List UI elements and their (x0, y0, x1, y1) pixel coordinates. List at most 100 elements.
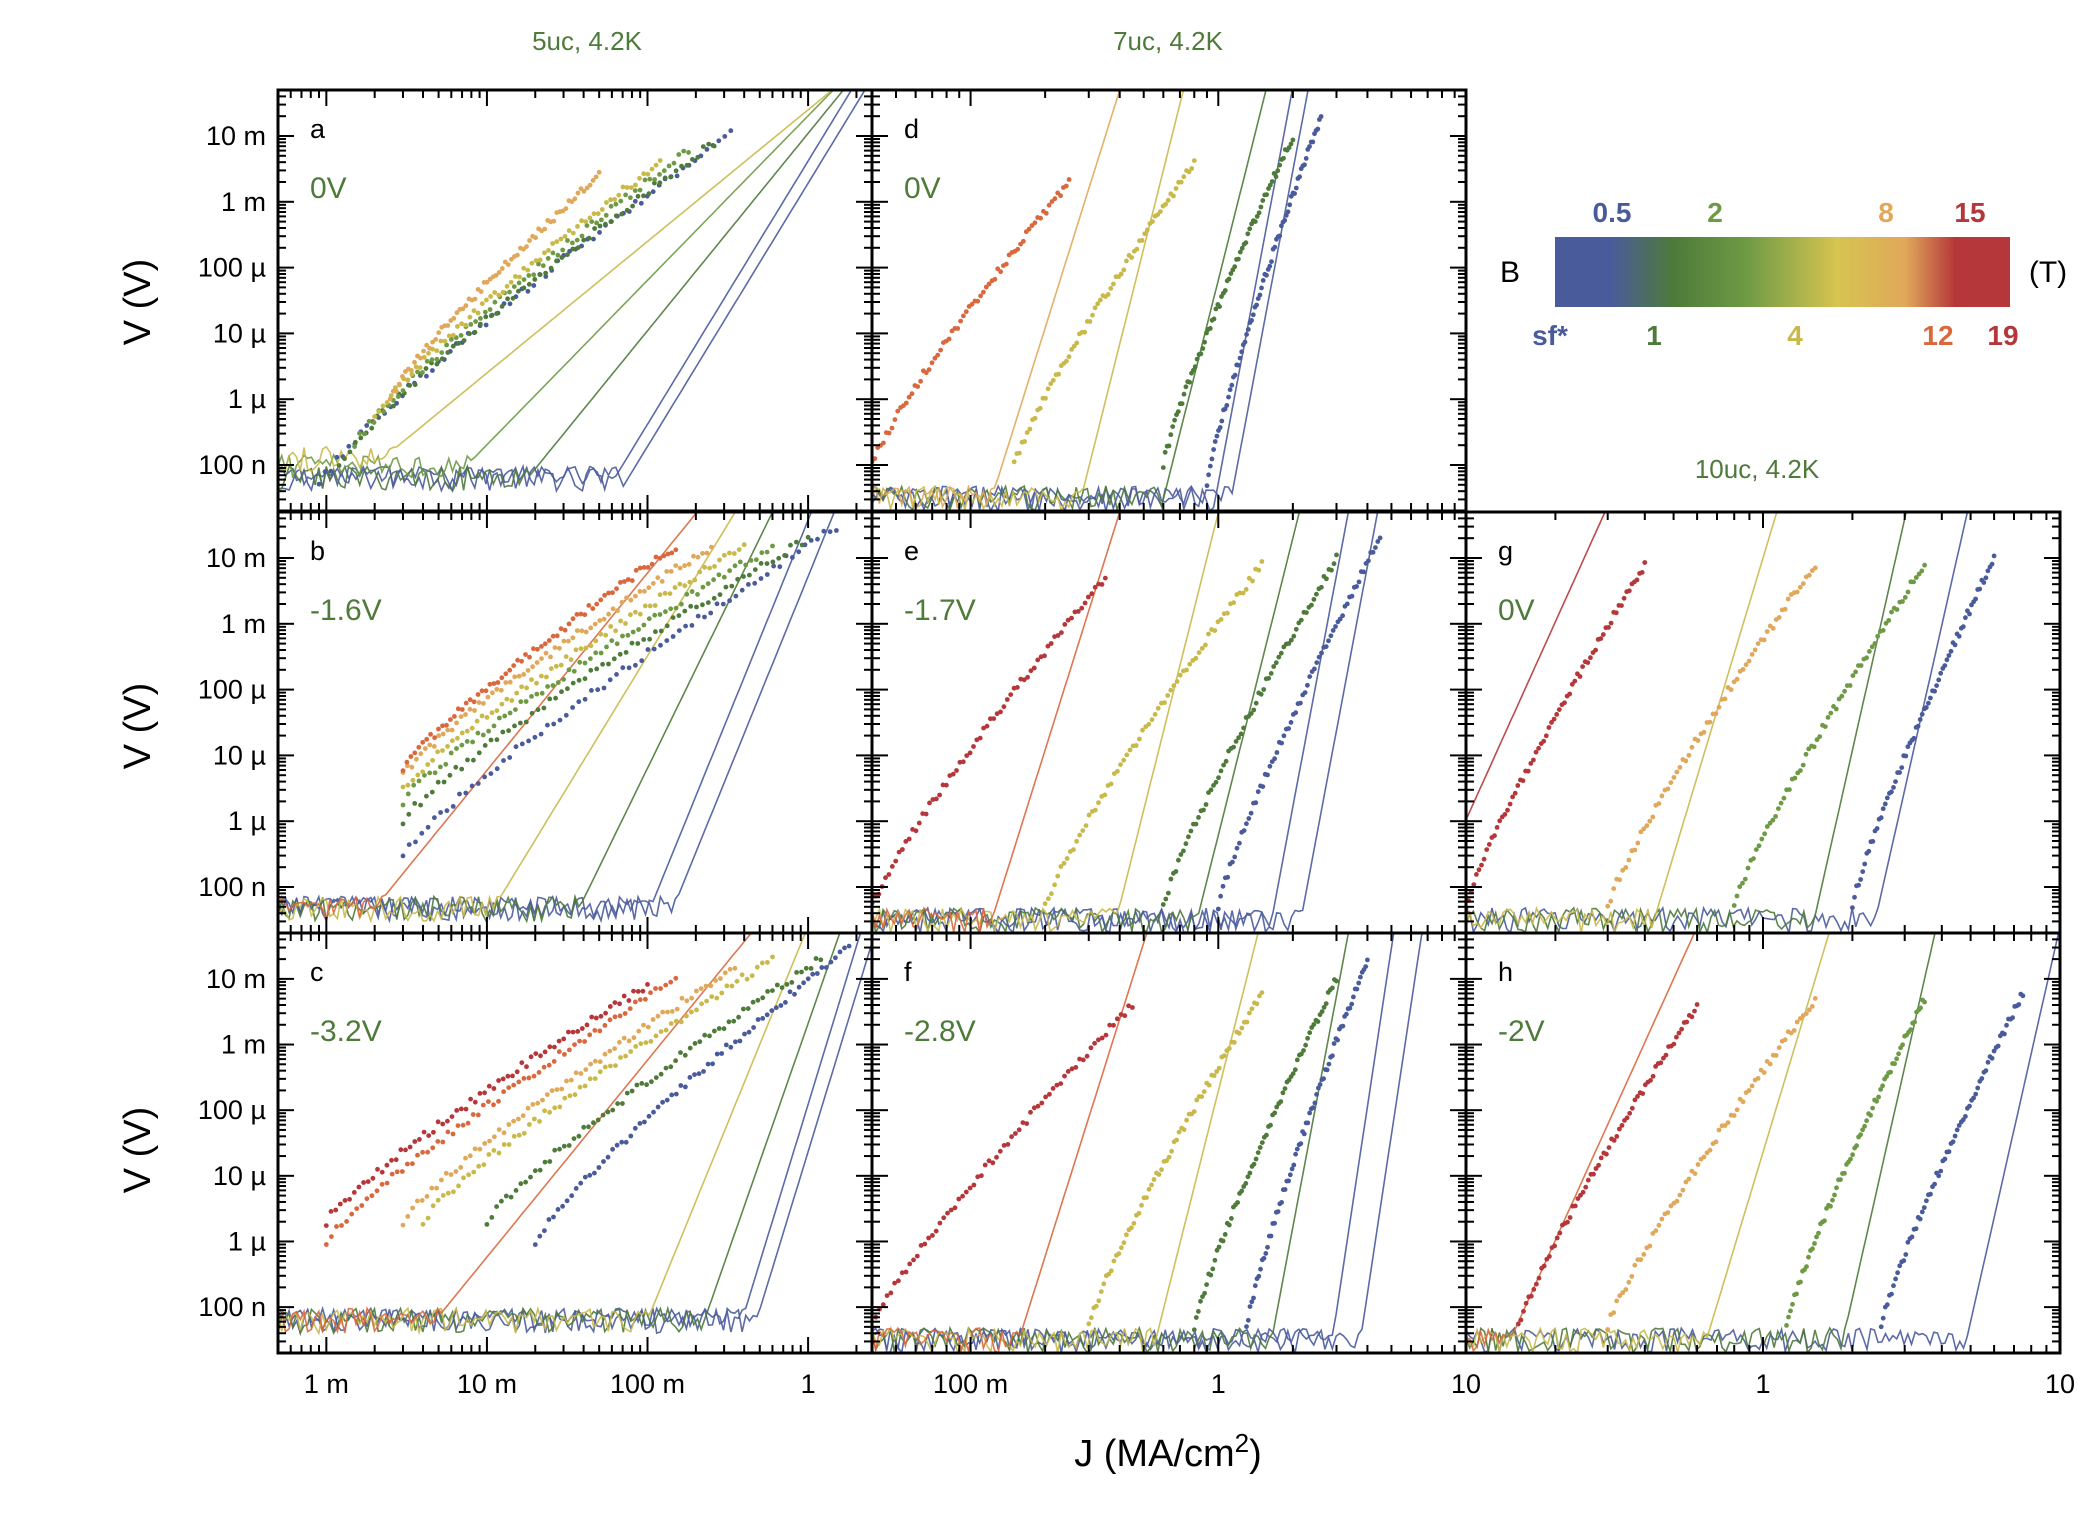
data-point (662, 175, 668, 181)
data-point (494, 708, 500, 713)
data-point (470, 1112, 476, 1117)
data-point (1121, 757, 1127, 763)
data-point (765, 989, 770, 994)
data-point (673, 605, 679, 611)
data-point (664, 569, 670, 574)
colorbar-label-4: 4 (1787, 320, 1803, 351)
data-point (1226, 276, 1232, 282)
data-point (550, 683, 556, 688)
data-point (477, 1091, 483, 1096)
data-point (538, 1053, 543, 1059)
data-point (1797, 1016, 1803, 1021)
data-point (558, 626, 564, 632)
x-tick-label: 1 (1211, 1369, 1226, 1399)
data-point (673, 975, 679, 981)
data-point (1264, 192, 1269, 198)
data-point (734, 978, 740, 984)
data-point (583, 645, 589, 651)
data-point (751, 1025, 756, 1030)
data-point (708, 610, 714, 616)
series-line-f-sf* (872, 933, 1424, 1353)
data-point (650, 189, 656, 195)
data-point (511, 1082, 517, 1088)
data-point (1642, 560, 1648, 565)
data-point (547, 1109, 552, 1115)
data-point (729, 983, 735, 989)
data-point (1204, 1282, 1209, 1287)
data-point (834, 528, 839, 533)
data-point (523, 699, 529, 704)
data-point (719, 1051, 725, 1056)
data-point (648, 990, 653, 996)
data-point (1082, 600, 1088, 606)
data-point (1150, 219, 1155, 225)
data-point (636, 627, 641, 632)
data-point (1080, 828, 1086, 833)
series-dots-h-2 (1784, 997, 1927, 1328)
data-point (1229, 382, 1235, 388)
series-line-h-12 (1466, 933, 1696, 1353)
data-point (1632, 1262, 1638, 1268)
data-point (718, 976, 723, 981)
data-point (975, 1174, 981, 1180)
data-point (1331, 561, 1337, 567)
data-point (1373, 545, 1378, 550)
data-point (1307, 144, 1312, 149)
data-point (903, 400, 909, 406)
data-point (521, 672, 527, 677)
data-point (1323, 1001, 1329, 1006)
data-point (1216, 1244, 1222, 1250)
data-point (1860, 869, 1866, 874)
data-point (1258, 1266, 1263, 1272)
data-point (1096, 1037, 1101, 1043)
data-point (1554, 1235, 1560, 1241)
data-point (424, 358, 430, 364)
data-point (491, 1148, 497, 1153)
data-point (687, 1075, 693, 1080)
series-line-h-sf* (1466, 933, 2060, 1353)
data-point (501, 1142, 507, 1147)
data-point (1814, 1234, 1819, 1240)
data-point (537, 1119, 542, 1124)
data-point (541, 1064, 547, 1070)
data-point (714, 1051, 720, 1057)
gate-voltage-label: -1.7V (904, 594, 976, 627)
data-point (482, 1090, 487, 1096)
data-point (1546, 725, 1552, 730)
data-point (582, 696, 588, 702)
data-point (937, 1220, 943, 1226)
data-point (501, 1089, 506, 1095)
data-point (479, 688, 485, 694)
data-point (1716, 704, 1722, 710)
data-point (810, 971, 816, 977)
data-point (721, 574, 727, 580)
data-point (723, 1042, 729, 1048)
data-point (1788, 1308, 1793, 1314)
series-line-h-4 (1466, 933, 1830, 1353)
data-point (442, 338, 448, 344)
data-point (1884, 795, 1890, 801)
data-point (1220, 1238, 1226, 1244)
data-point (1218, 768, 1224, 774)
data-point (677, 581, 683, 587)
data-point (1111, 1022, 1116, 1028)
data-point (982, 1162, 988, 1168)
data-point (1211, 1073, 1217, 1078)
data-point (396, 381, 402, 387)
data-point (1755, 641, 1761, 646)
data-point (1268, 1233, 1274, 1239)
data-point (655, 1104, 661, 1110)
data-point (419, 1198, 425, 1203)
data-point (737, 559, 743, 565)
series-dots-c-8 (400, 965, 738, 1228)
data-point (799, 542, 805, 548)
data-point (1842, 688, 1847, 694)
data-point (1146, 721, 1152, 727)
data-point (1256, 210, 1262, 216)
data-point (1299, 1051, 1304, 1057)
data-point (582, 612, 588, 618)
data-point (697, 1039, 703, 1045)
data-point (1191, 1109, 1197, 1114)
data-point (699, 1001, 704, 1007)
data-point (1562, 700, 1567, 706)
